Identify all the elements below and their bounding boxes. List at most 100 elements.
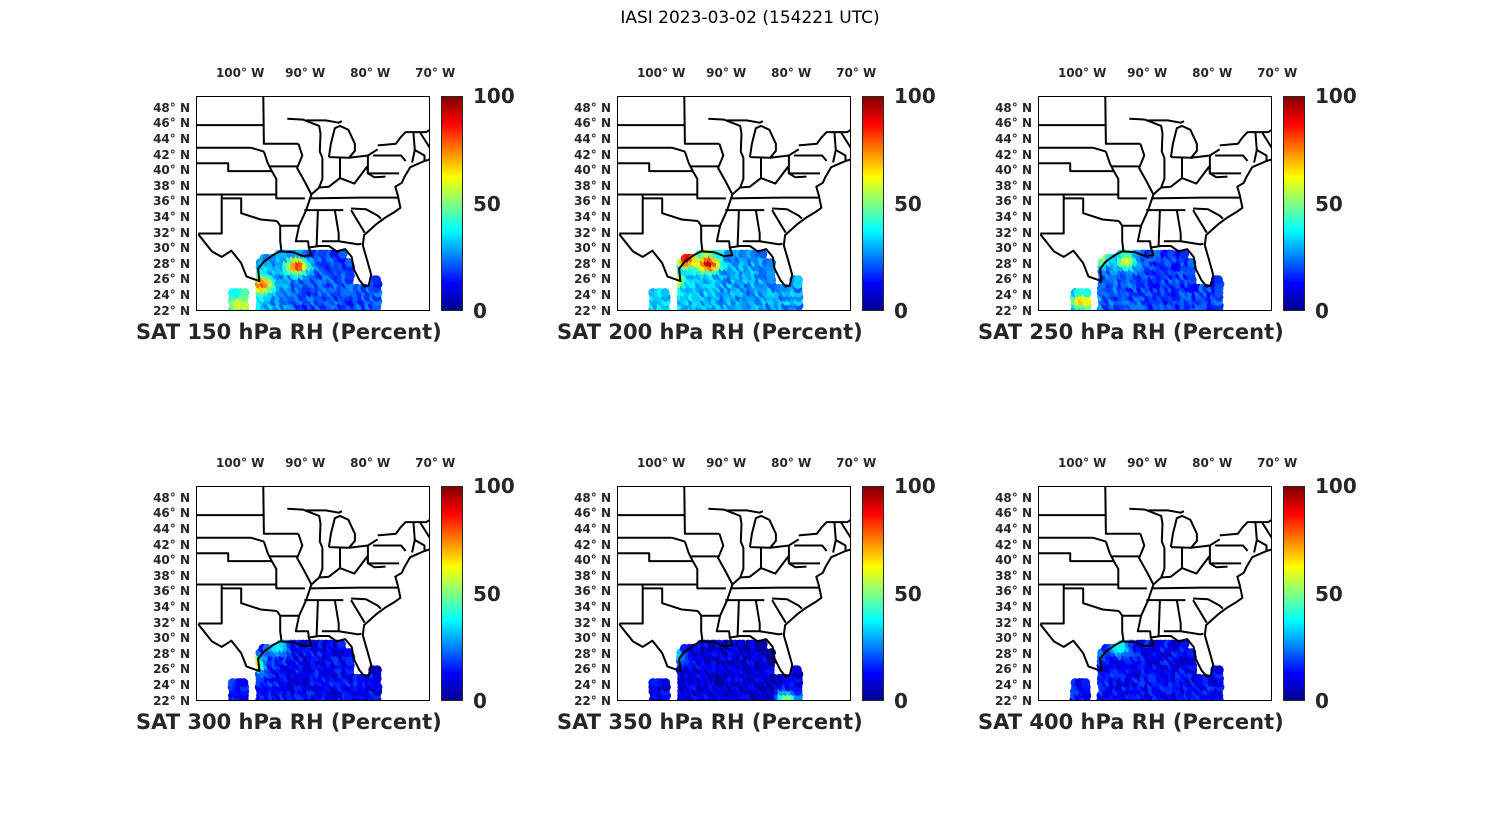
boundary-line: [619, 194, 644, 235]
panel-title: SAT 300 hPa RH (Percent): [136, 710, 442, 734]
boundary-line: [327, 124, 356, 159]
boundary-line: [1169, 514, 1198, 549]
lat-tick-label: 40° N: [153, 163, 190, 178]
map-axes: [196, 96, 430, 311]
boundary-line: [1121, 225, 1125, 252]
panel-title: SAT 400 hPa RH (Percent): [978, 710, 1284, 734]
boundary-line: [1152, 165, 1211, 196]
colorbar-tick-label: 0: [473, 689, 487, 713]
boundary-line: [1104, 97, 1141, 145]
colorbar: [1283, 486, 1305, 701]
boundary-line: [1253, 132, 1258, 163]
lon-tick-label: 70° W: [836, 456, 877, 470]
lon-tick-label: 80° W: [771, 456, 812, 470]
boundary-line: [1040, 584, 1065, 625]
boundary-line: [683, 487, 720, 535]
boundary-line: [1151, 196, 1240, 200]
colorbar-tick-label: 100: [1315, 474, 1357, 498]
lat-tick-label: 46° N: [995, 116, 1032, 131]
boundary-line: [1118, 610, 1142, 617]
boundary-line: [1063, 587, 1119, 612]
lat-tick-label: 44° N: [995, 131, 1032, 146]
map-panel-3: 100° W 90° W 80° W 70° W 48° N 46° N 44° N 42° …: [136, 446, 536, 756]
lat-tick-label: 24° N: [153, 287, 190, 302]
lon-tick-label: 90° W: [1127, 66, 1168, 80]
boundary-line: [309, 196, 398, 200]
boundary-line: [739, 547, 745, 578]
lat-tick-label: 46° N: [153, 506, 190, 521]
boundary-line: [700, 615, 704, 642]
boundary-line: [287, 507, 324, 549]
map-axes: [1038, 486, 1272, 701]
boundary-line: [250, 536, 265, 543]
boundary-line: [1169, 124, 1198, 159]
lat-tick-label: 28° N: [995, 646, 1032, 661]
rh-observations: [227, 249, 383, 310]
boundary-line: [840, 521, 850, 539]
boundary-line: [1256, 149, 1268, 161]
boundary-line: [1129, 507, 1166, 549]
boundary-line: [306, 509, 343, 514]
boundary-line: [1208, 155, 1242, 175]
colorbar-tick-label: 100: [894, 474, 936, 498]
lat-tick-label: 36° N: [574, 584, 611, 599]
lat-tick-label: 46° N: [995, 506, 1032, 521]
lon-tick-label: 90° W: [285, 456, 326, 470]
map-panel-5: 100° W 90° W 80° W 70° W 48° N 46° N 44° N 42° …: [978, 446, 1378, 756]
lat-tick-label: 48° N: [153, 490, 190, 505]
boundary-line: [310, 165, 369, 196]
lat-tick-label: 32° N: [153, 615, 190, 630]
lat-tick-label: 42° N: [995, 537, 1032, 552]
rh-point: [1082, 288, 1092, 298]
boundary-line: [683, 151, 726, 200]
boundary-line: [279, 615, 283, 642]
rh-observations: [648, 249, 804, 310]
map-panel-1: 100° W 90° W 80° W 70° W 48° N 46° N 44° N 42° …: [557, 56, 957, 366]
boundary-line: [731, 165, 790, 196]
lat-tick-label: 38° N: [995, 178, 1032, 193]
panel-title: SAT 200 hPa RH (Percent): [557, 320, 863, 344]
rh-point: [660, 288, 670, 298]
boundary-line: [250, 146, 265, 153]
boundary-line: [1219, 519, 1271, 537]
map-panel-2: 100° W 90° W 80° W 70° W 48° N 46° N 44° N 42° …: [978, 56, 1378, 366]
lat-tick-label: 34° N: [153, 209, 190, 224]
boundary-line: [727, 119, 764, 124]
rh-point: [661, 678, 671, 688]
lat-tick-label: 22° N: [153, 303, 190, 318]
boundary-line: [794, 544, 828, 552]
rh-observations: [1069, 249, 1225, 310]
lon-tick-label: 70° W: [415, 66, 456, 80]
map-canvas: [197, 97, 429, 310]
lat-tick-label: 44° N: [574, 521, 611, 536]
boundary-line: [754, 599, 761, 632]
boundary-line: [350, 209, 366, 234]
map-axes: [617, 96, 851, 311]
map-panel-0: 100° W 90° W 80° W 70° W 48° N 46° N 44° N 42° …: [136, 56, 536, 366]
boundary-line: [309, 586, 398, 590]
boundary-line: [1261, 131, 1271, 149]
lat-tick-label: 44° N: [574, 131, 611, 146]
colorbar: [1283, 96, 1305, 311]
boundary-line: [771, 209, 787, 234]
boundary-line: [306, 119, 343, 124]
boundary-line: [262, 487, 299, 535]
boundary-line: [1148, 509, 1185, 514]
boundary-line: [318, 157, 324, 188]
lat-tick-label: 38° N: [153, 178, 190, 193]
boundary-line: [414, 539, 426, 551]
lat-tick-label: 24° N: [574, 677, 611, 692]
colorbar: [441, 96, 463, 311]
lon-tick-label: 100° W: [215, 66, 265, 80]
lat-tick-label: 26° N: [153, 662, 190, 677]
boundary-line: [262, 97, 299, 145]
boundary-line: [318, 547, 324, 578]
lat-tick-label: 34° N: [574, 599, 611, 614]
lat-tick-label: 28° N: [574, 646, 611, 661]
boundary-line: [197, 552, 272, 563]
boundary-line: [315, 210, 319, 247]
boundary-line: [742, 630, 783, 636]
boundary-line: [683, 97, 720, 145]
rh-observations: [227, 639, 383, 700]
lat-tick-label: 28° N: [153, 256, 190, 271]
